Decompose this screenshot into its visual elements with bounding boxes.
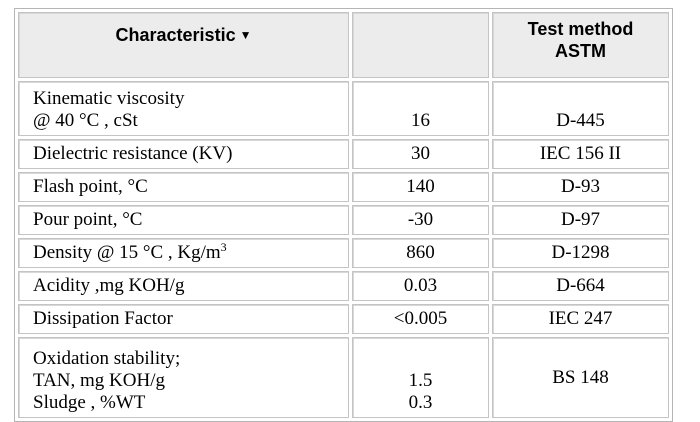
- header-row: Characteristic ▼ Test method ASTM: [18, 12, 669, 78]
- characteristic-cell: Pour point, °C: [18, 205, 349, 235]
- method-cell: D-97: [492, 205, 669, 235]
- characteristic-text: Sludge , %WT: [33, 392, 146, 413]
- test-method-label: Test method: [527, 19, 634, 39]
- value-cell: 860: [352, 238, 489, 268]
- method-cell: D-93: [492, 172, 669, 202]
- value-cell: 140: [352, 172, 489, 202]
- method-cell: D-664: [492, 271, 669, 301]
- column-header-value: [352, 12, 489, 78]
- characteristic-cell: Dielectric resistance (KV): [18, 139, 349, 169]
- table-row: Dielectric resistance (KV) 30 IEC 156 II: [18, 139, 669, 169]
- table-row: Pour point, °C -30 D-97: [18, 205, 669, 235]
- characteristic-cell: Oxidation stability; TAN, mg KOH/g Sludg…: [18, 337, 349, 418]
- value-cell: -30: [352, 205, 489, 235]
- method-cell: D-445: [492, 81, 669, 136]
- method-cell: BS 148: [492, 337, 669, 418]
- value-cell: 16: [352, 81, 489, 136]
- astm-label: ASTM: [555, 41, 606, 61]
- characteristic-text: Kinematic viscosity: [33, 88, 185, 109]
- table-row: Density @ 15 °C , Kg/m3 860 D-1298: [18, 238, 669, 268]
- table-row: Acidity ,mg KOH/g 0.03 D-664: [18, 271, 669, 301]
- table-row: Kinematic viscosity @ 40 °C , cSt 16 D-4…: [18, 81, 669, 136]
- table-row: Flash point, °C 140 D-93: [18, 172, 669, 202]
- method-cell: D-1298: [492, 238, 669, 268]
- method-cell: IEC 156 II: [492, 139, 669, 169]
- characteristic-text: @ 40 °C , cSt: [33, 110, 138, 131]
- sort-down-arrow-icon[interactable]: ▼: [239, 28, 252, 42]
- characteristic-cell: Acidity ,mg KOH/g: [18, 271, 349, 301]
- characteristic-cell: Flash point, °C: [18, 172, 349, 202]
- properties-table: Characteristic ▼ Test method ASTM Kinemat…: [14, 8, 673, 422]
- method-cell: IEC 247: [492, 304, 669, 334]
- value-cell: 0.03: [352, 271, 489, 301]
- table-row: Dissipation Factor <0.005 IEC 247: [18, 304, 669, 334]
- value-cell: <0.005: [352, 304, 489, 334]
- value-text: 0.3: [408, 392, 433, 413]
- characteristic-text: TAN, mg KOH/g: [33, 370, 165, 391]
- superscript: 3: [220, 240, 227, 254]
- characteristic-text: Density @ 15 °C , Kg/m: [33, 242, 221, 263]
- table-row: Oxidation stability; TAN, mg KOH/g Sludg…: [18, 337, 669, 418]
- characteristic-text: Oxidation stability;: [33, 348, 181, 369]
- characteristic-cell: Density @ 15 °C , Kg/m3: [18, 238, 349, 268]
- characteristic-cell: Dissipation Factor: [18, 304, 349, 334]
- characteristic-cell: Kinematic viscosity @ 40 °C , cSt: [18, 81, 349, 136]
- column-header-characteristic[interactable]: Characteristic ▼: [18, 12, 349, 78]
- value-cell: 30: [352, 139, 489, 169]
- column-header-label: Characteristic: [115, 25, 236, 45]
- column-header-test-method: Test method ASTM: [492, 12, 669, 78]
- value-text: 1.5: [408, 370, 433, 391]
- value-cell: 1.5 0.3: [352, 337, 489, 418]
